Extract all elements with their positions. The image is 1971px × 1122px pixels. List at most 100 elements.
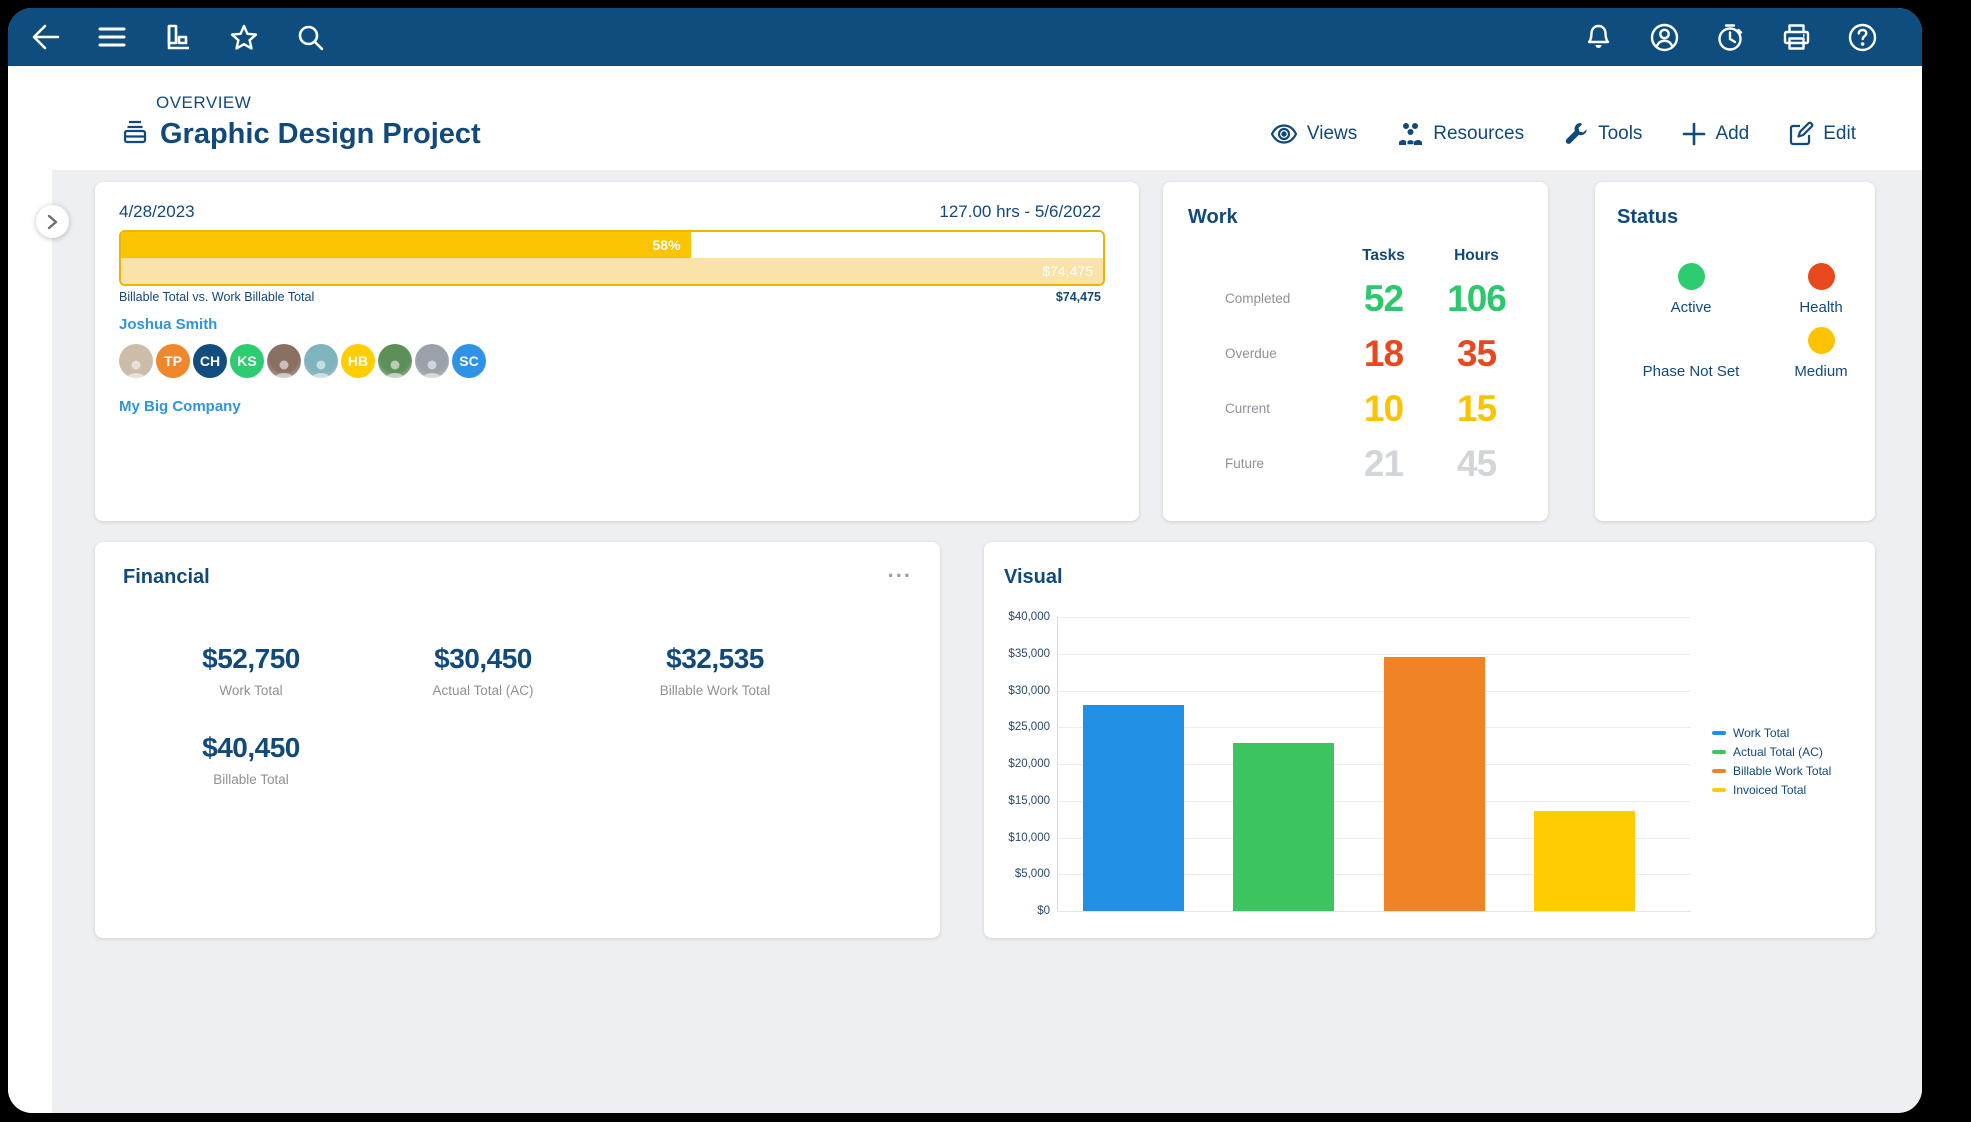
star-icon[interactable]	[228, 21, 260, 53]
work-col-hours: Hours	[1454, 247, 1499, 264]
avatar[interactable]: KS	[230, 344, 264, 378]
y-axis-tick: $25,000	[1008, 721, 1050, 734]
y-axis-tick: $40,000	[1008, 611, 1050, 623]
account-icon[interactable]	[1648, 21, 1680, 53]
work-row-label: Future	[1225, 456, 1265, 471]
chart-legend: Work Total Actual Total (AC) Billable Work…	[1712, 726, 1831, 797]
bar-actual-total-ac-	[1233, 742, 1335, 911]
hours-end-date: 127.00 hrs - 5/6/2022	[939, 202, 1101, 221]
legend-swatch	[1712, 788, 1726, 792]
work-table: Tasks Hours Completed 52 106 Overdue 18 35 Cur…	[1188, 241, 1523, 491]
top-navbar	[8, 8, 1922, 66]
metric-label: Billable Total	[213, 772, 289, 787]
status-label: Phase Not Set	[1642, 363, 1740, 380]
financial-metric: $40,450 Billable Total	[135, 732, 367, 787]
back-icon[interactable]	[30, 21, 62, 53]
y-axis-tick: $15,000	[1008, 794, 1050, 807]
work-row-overdue: Overdue 18 35	[1188, 326, 1523, 381]
avatar-photo[interactable]	[415, 344, 449, 378]
percent-complete-bar: 58%	[121, 232, 1103, 258]
chevron-right-icon	[47, 214, 58, 229]
more-options-icon[interactable]: ...	[887, 557, 912, 582]
y-axis-tick: $10,000	[1008, 831, 1050, 844]
legend-label: Billable Work Total	[1733, 764, 1832, 778]
gridline	[1058, 874, 1691, 876]
page-header: OVERVIEW Graphic Design Project Views Re…	[8, 66, 1922, 170]
print-icon[interactable]	[1780, 21, 1812, 53]
work-row-label: Completed	[1225, 291, 1291, 306]
financial-metric: $32,535 Billable Work Total	[599, 643, 831, 698]
header-actions: Views Resources Tools Add Edit	[1270, 121, 1856, 150]
gridline	[1058, 653, 1691, 655]
project-overview-card: 4/28/2023 127.00 hrs - 5/6/2022 58% $74,…	[95, 182, 1139, 521]
avatar-photo[interactable]	[267, 344, 301, 378]
edit-button[interactable]: Edit	[1789, 121, 1856, 146]
tools-label: Tools	[1598, 122, 1643, 144]
y-axis-tick: $35,000	[1008, 647, 1050, 660]
status-dot	[1807, 263, 1835, 290]
legend-swatch	[1712, 769, 1726, 773]
percent-complete-fill: 58%	[121, 232, 691, 258]
work-row-label: Current	[1225, 401, 1271, 416]
team-avatars: TP CH KS HB SC	[119, 344, 1115, 378]
bar-chart-icon[interactable]	[162, 21, 194, 53]
bar-billable-work-total	[1383, 657, 1485, 911]
legend-label: Invoiced Total	[1733, 783, 1807, 797]
views-button[interactable]: Views	[1270, 123, 1357, 145]
avatar[interactable]: SC	[452, 344, 486, 378]
work-hours-value: 45	[1456, 442, 1497, 484]
expand-sidebar-button[interactable]	[36, 205, 69, 238]
owner-link[interactable]: Joshua Smith	[119, 316, 218, 333]
financial-metric: $30,450 Actual Total (AC)	[367, 643, 599, 698]
financial-metrics: $52,750 Work Total $30,450 Actual Total (AC…	[135, 643, 912, 787]
work-card-title: Work	[1188, 206, 1238, 228]
company-link[interactable]: My Big Company	[119, 398, 241, 415]
add-button[interactable]: Add	[1682, 122, 1749, 146]
timer-icon[interactable]	[1714, 21, 1746, 53]
bar-invoiced-total	[1533, 811, 1635, 911]
tools-button[interactable]: Tools	[1564, 121, 1642, 146]
search-icon[interactable]	[294, 21, 326, 53]
avatar-photo[interactable]	[378, 344, 412, 378]
work-card: Work Tasks Hours Completed 52 106 Overdue 18…	[1163, 182, 1548, 521]
avatar[interactable]: HB	[341, 344, 375, 378]
legend-label: Work Total	[1733, 726, 1790, 740]
work-hours-value: 15	[1456, 387, 1497, 429]
avatar[interactable]: TP	[156, 344, 190, 378]
gridline	[1058, 690, 1691, 692]
plus-icon	[1683, 122, 1706, 145]
navbar-left-icons	[30, 21, 326, 53]
gridline	[1058, 837, 1691, 839]
progress-bar-group: 58% $74,475	[119, 230, 1105, 286]
status-card-title: Status	[1617, 206, 1679, 228]
avatar-photo[interactable]	[304, 344, 338, 378]
collapsed-sidebar	[8, 170, 52, 1113]
status-label: Health	[1799, 299, 1843, 316]
content-area: 4/28/2023 127.00 hrs - 5/6/2022 58% $74,…	[52, 170, 1922, 1113]
avatar[interactable]: CH	[193, 344, 227, 378]
billable-bar-amount: $74,475	[1042, 263, 1093, 279]
work-hours-value: 35	[1456, 332, 1497, 374]
gridline	[1058, 764, 1691, 765]
help-icon[interactable]	[1846, 21, 1878, 53]
status-dot	[1677, 263, 1705, 290]
resources-button[interactable]: Resources	[1397, 122, 1524, 146]
y-axis-tick: $0	[1037, 905, 1050, 917]
avatar-photo[interactable]	[119, 344, 153, 378]
resources-label: Resources	[1433, 122, 1525, 144]
work-tasks-value: 21	[1363, 442, 1404, 484]
page-title: Graphic Design Project	[160, 118, 481, 150]
work-hours-value: 106	[1447, 277, 1507, 319]
status-medium: Medium	[1756, 327, 1886, 380]
legend-swatch	[1712, 750, 1726, 754]
legend-item: Billable Work Total	[1712, 764, 1831, 778]
percent-complete-label: 58%	[652, 237, 681, 253]
visual-card-title: Visual	[1004, 566, 1063, 588]
notifications-bell-icon[interactable]	[1582, 21, 1614, 53]
legend-item: Work Total	[1712, 726, 1831, 740]
project-icon	[122, 119, 148, 150]
navbar-right-icons	[1582, 21, 1878, 53]
metric-value: $40,450	[202, 732, 300, 763]
add-label: Add	[1715, 122, 1750, 144]
menu-icon[interactable]	[96, 21, 128, 53]
